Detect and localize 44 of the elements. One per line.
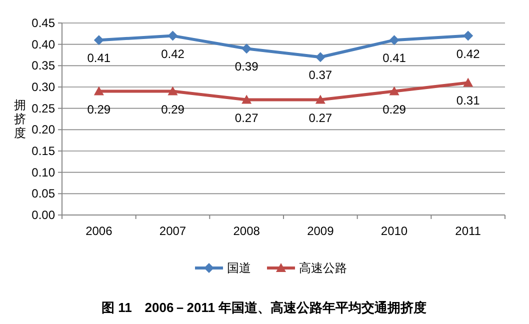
y-tick-label: 0.20	[32, 122, 56, 137]
point	[389, 86, 400, 96]
x-tick-label: 2011	[455, 224, 482, 238]
y-tick-label: 0.25	[32, 101, 56, 116]
y-tick-label: 0.45	[32, 16, 56, 30]
x-tick-label: 2007	[159, 224, 186, 238]
data-label: 0.42	[161, 46, 185, 61]
y-tick-label: 0.00	[32, 208, 56, 222]
data-label: 0.27	[234, 110, 259, 125]
x-tick-label: 2006	[86, 224, 113, 238]
data-label: 0.42	[456, 46, 480, 61]
data-label: 0.41	[87, 51, 111, 66]
point	[94, 35, 104, 46]
y-tick-label: 0.05	[32, 186, 56, 201]
point	[242, 94, 252, 104]
data-label: 0.29	[382, 102, 406, 116]
y-tick-label: 0.15	[32, 144, 56, 158]
legend-label: 国道	[227, 261, 251, 275]
point	[94, 86, 104, 96]
x-tick-label: 2009	[307, 224, 334, 238]
legend-label: 高速公路	[299, 261, 347, 275]
point	[168, 86, 178, 96]
y-tick-label: 0.40	[32, 37, 56, 52]
point	[389, 35, 400, 46]
data-label: 0.27	[308, 110, 332, 125]
point	[242, 44, 252, 54]
data-label: 0.31	[456, 94, 480, 108]
point	[463, 30, 474, 41]
data-label: 0.29	[161, 102, 185, 116]
point	[315, 52, 326, 62]
data-label: 0.41	[382, 51, 406, 66]
x-tick-label: 2008	[233, 224, 260, 238]
text: 图 11 2006－2011 年国道、高速公路年平均交通拥挤度	[101, 300, 427, 315]
y-tick-label: 0.35	[32, 58, 56, 73]
y-tick-label: 0.10	[32, 165, 56, 180]
y-tick-label: 0.30	[32, 80, 56, 94]
point	[463, 78, 474, 87]
data-label: 0.37	[308, 68, 332, 82]
point	[315, 94, 326, 104]
data-label: 0.39	[234, 60, 259, 74]
data-label: 0.29	[87, 102, 111, 116]
y-axis-title: 拥挤度	[14, 98, 26, 140]
x-tick-label: 2010	[380, 224, 408, 238]
point	[168, 30, 178, 41]
